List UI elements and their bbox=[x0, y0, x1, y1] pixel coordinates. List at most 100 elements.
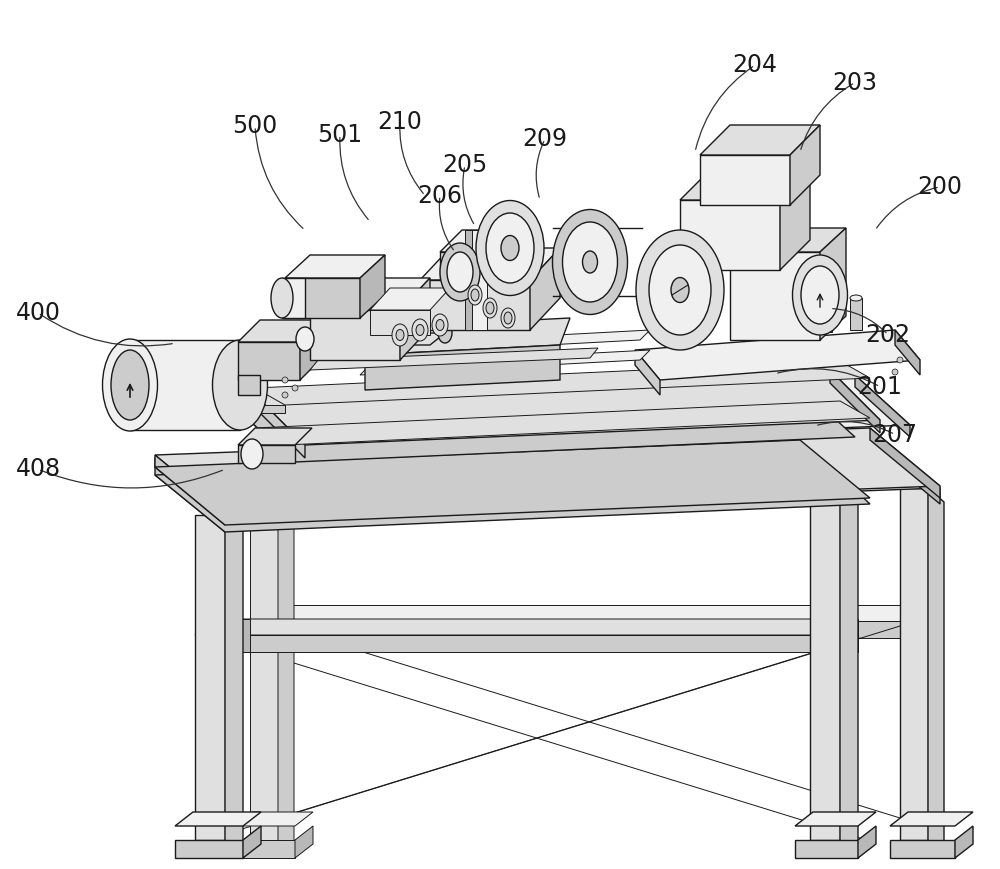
Polygon shape bbox=[760, 305, 772, 337]
Polygon shape bbox=[243, 826, 261, 858]
Polygon shape bbox=[365, 318, 570, 355]
Ellipse shape bbox=[790, 299, 802, 305]
Polygon shape bbox=[255, 361, 870, 405]
Ellipse shape bbox=[501, 235, 519, 261]
Text: 408: 408 bbox=[15, 457, 61, 481]
Ellipse shape bbox=[471, 289, 479, 301]
Ellipse shape bbox=[671, 277, 689, 302]
Polygon shape bbox=[234, 812, 313, 826]
Ellipse shape bbox=[282, 377, 288, 383]
Ellipse shape bbox=[396, 329, 404, 341]
Polygon shape bbox=[360, 350, 650, 375]
Text: 500: 500 bbox=[232, 114, 278, 138]
Polygon shape bbox=[820, 228, 846, 340]
Polygon shape bbox=[155, 455, 225, 525]
Ellipse shape bbox=[897, 357, 903, 363]
Polygon shape bbox=[370, 310, 430, 335]
Polygon shape bbox=[795, 812, 876, 826]
Text: 205: 205 bbox=[442, 153, 488, 177]
Ellipse shape bbox=[412, 319, 428, 341]
Polygon shape bbox=[870, 430, 940, 504]
Polygon shape bbox=[440, 252, 500, 280]
Polygon shape bbox=[175, 840, 243, 858]
Ellipse shape bbox=[501, 308, 515, 328]
Ellipse shape bbox=[282, 392, 288, 398]
Polygon shape bbox=[285, 278, 360, 318]
Polygon shape bbox=[155, 448, 870, 532]
Ellipse shape bbox=[438, 323, 452, 343]
Polygon shape bbox=[890, 812, 973, 826]
Polygon shape bbox=[250, 460, 278, 840]
Ellipse shape bbox=[486, 302, 494, 314]
Ellipse shape bbox=[760, 302, 772, 308]
Polygon shape bbox=[282, 278, 305, 318]
Polygon shape bbox=[238, 428, 312, 445]
Text: 204: 204 bbox=[732, 53, 778, 77]
Ellipse shape bbox=[416, 324, 424, 335]
Polygon shape bbox=[266, 605, 900, 621]
Ellipse shape bbox=[432, 314, 448, 336]
Polygon shape bbox=[730, 228, 846, 252]
Text: 400: 400 bbox=[16, 301, 60, 325]
Text: 200: 200 bbox=[918, 175, 962, 199]
Polygon shape bbox=[700, 125, 820, 155]
Polygon shape bbox=[255, 401, 870, 445]
Polygon shape bbox=[238, 445, 295, 463]
Text: 202: 202 bbox=[866, 322, 910, 347]
Text: 206: 206 bbox=[418, 183, 462, 208]
Polygon shape bbox=[870, 428, 940, 498]
Ellipse shape bbox=[552, 209, 628, 315]
Polygon shape bbox=[255, 370, 880, 445]
Polygon shape bbox=[700, 155, 790, 205]
Ellipse shape bbox=[892, 369, 898, 375]
Ellipse shape bbox=[582, 251, 598, 273]
Text: 209: 209 bbox=[522, 127, 568, 151]
Polygon shape bbox=[360, 330, 650, 355]
Polygon shape bbox=[635, 330, 920, 380]
Polygon shape bbox=[285, 255, 385, 278]
Ellipse shape bbox=[212, 340, 268, 430]
Text: 210: 210 bbox=[378, 109, 422, 134]
Polygon shape bbox=[234, 840, 295, 858]
Polygon shape bbox=[680, 170, 810, 200]
Polygon shape bbox=[225, 515, 243, 856]
Polygon shape bbox=[240, 387, 855, 462]
Polygon shape bbox=[130, 340, 240, 430]
Polygon shape bbox=[238, 320, 322, 342]
Polygon shape bbox=[238, 375, 260, 395]
Polygon shape bbox=[300, 320, 322, 380]
Ellipse shape bbox=[436, 320, 444, 330]
Polygon shape bbox=[155, 458, 225, 532]
Polygon shape bbox=[238, 342, 300, 380]
Polygon shape bbox=[310, 278, 430, 310]
Polygon shape bbox=[255, 395, 305, 458]
Polygon shape bbox=[890, 840, 955, 858]
Polygon shape bbox=[955, 826, 973, 858]
Polygon shape bbox=[370, 288, 450, 310]
Polygon shape bbox=[310, 310, 400, 360]
Ellipse shape bbox=[820, 297, 832, 303]
Polygon shape bbox=[440, 230, 522, 252]
Polygon shape bbox=[680, 200, 780, 270]
Polygon shape bbox=[895, 330, 920, 375]
Polygon shape bbox=[310, 348, 598, 370]
Polygon shape bbox=[810, 448, 840, 840]
Polygon shape bbox=[858, 826, 876, 858]
Ellipse shape bbox=[504, 312, 512, 324]
Polygon shape bbox=[278, 460, 294, 854]
Polygon shape bbox=[790, 125, 820, 205]
Polygon shape bbox=[635, 350, 660, 395]
Ellipse shape bbox=[292, 385, 298, 391]
Polygon shape bbox=[155, 430, 940, 515]
Polygon shape bbox=[928, 488, 944, 854]
Polygon shape bbox=[365, 345, 560, 390]
Polygon shape bbox=[900, 488, 928, 840]
Polygon shape bbox=[820, 619, 858, 652]
Polygon shape bbox=[305, 333, 445, 345]
Text: 207: 207 bbox=[872, 422, 918, 447]
Polygon shape bbox=[465, 230, 480, 330]
Polygon shape bbox=[155, 428, 940, 513]
Ellipse shape bbox=[447, 252, 473, 292]
Polygon shape bbox=[295, 826, 313, 858]
Ellipse shape bbox=[636, 230, 724, 350]
